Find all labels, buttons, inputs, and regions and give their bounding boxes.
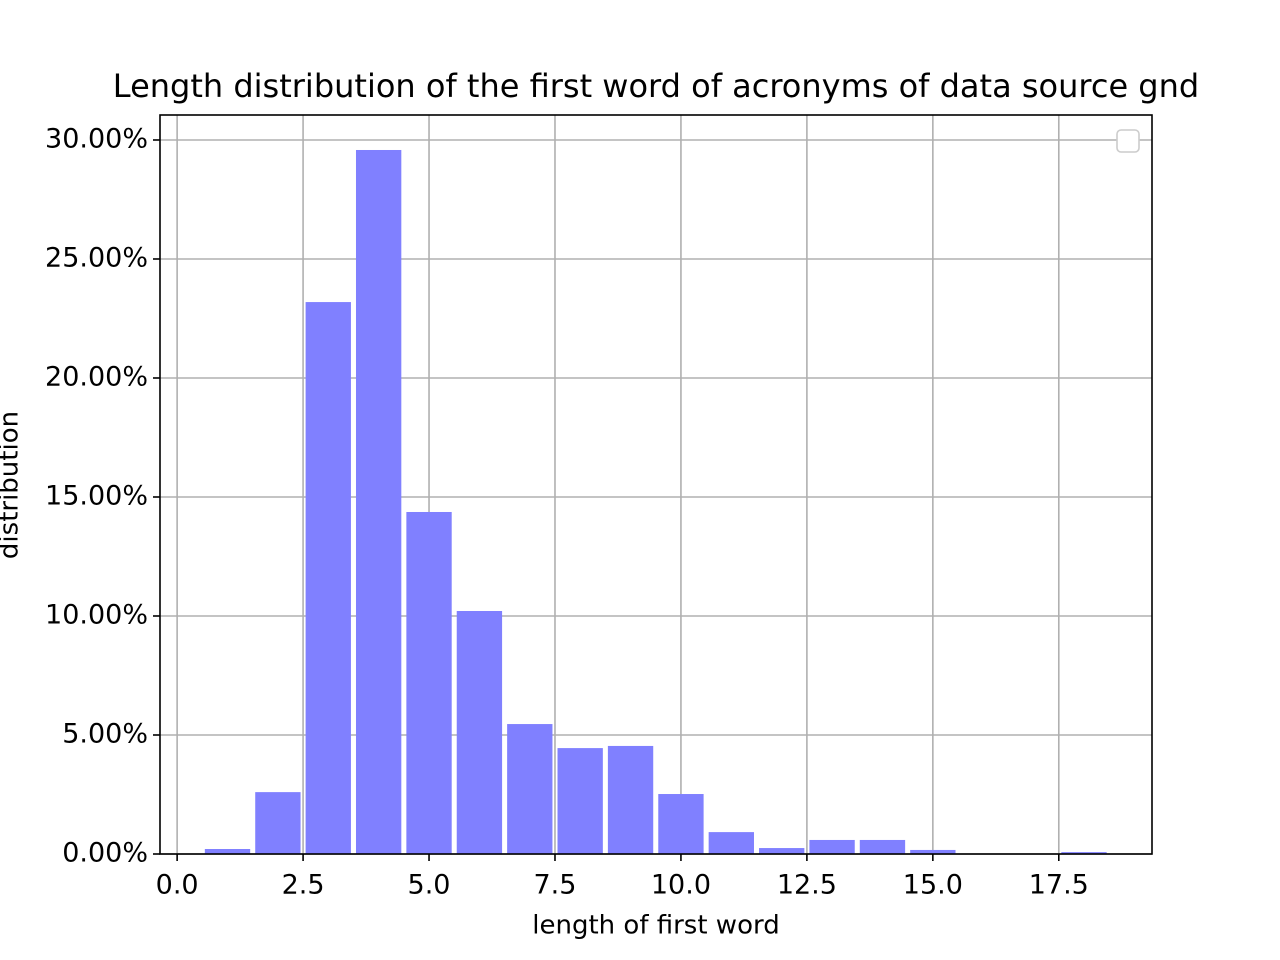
x-tick-label: 10.0 xyxy=(651,870,711,901)
bar xyxy=(910,849,956,854)
x-tick-label: 2.5 xyxy=(282,870,325,901)
y-tick-label: 5.00% xyxy=(62,718,148,749)
bar xyxy=(759,848,805,854)
x-tick-label: 7.5 xyxy=(534,870,577,901)
x-tick-label: 5.0 xyxy=(408,870,451,901)
y-tick-label: 25.00% xyxy=(45,242,148,273)
bar xyxy=(406,511,452,854)
bar xyxy=(255,792,301,854)
bar xyxy=(1061,852,1107,854)
x-axis-label: length of first word xyxy=(532,911,779,941)
bar xyxy=(557,748,603,854)
legend xyxy=(1116,129,1140,153)
chart-title: Length distribution of the first word of… xyxy=(113,67,1199,105)
y-tick-label: 15.00% xyxy=(45,480,148,511)
bar xyxy=(355,149,402,855)
bar xyxy=(658,794,704,854)
y-axis-label: distribution xyxy=(0,411,25,559)
y-tick-label: 0.00% xyxy=(62,838,148,869)
bar xyxy=(859,839,906,854)
y-tick-label: 30.00% xyxy=(45,123,148,154)
x-tick-label: 17.5 xyxy=(1029,870,1089,901)
bar xyxy=(204,849,251,854)
bar xyxy=(607,745,654,854)
x-tick-label: 15.0 xyxy=(903,870,963,901)
bar xyxy=(507,724,553,854)
plot-frame xyxy=(159,114,1153,855)
bar xyxy=(456,610,503,854)
y-tick-label: 10.00% xyxy=(45,599,148,630)
bar xyxy=(305,302,351,854)
bar xyxy=(708,832,754,854)
y-tick-label: 20.00% xyxy=(45,361,148,392)
x-tick-label: 0.0 xyxy=(156,870,199,901)
bar xyxy=(809,839,855,854)
x-tick-label: 12.5 xyxy=(777,870,837,901)
